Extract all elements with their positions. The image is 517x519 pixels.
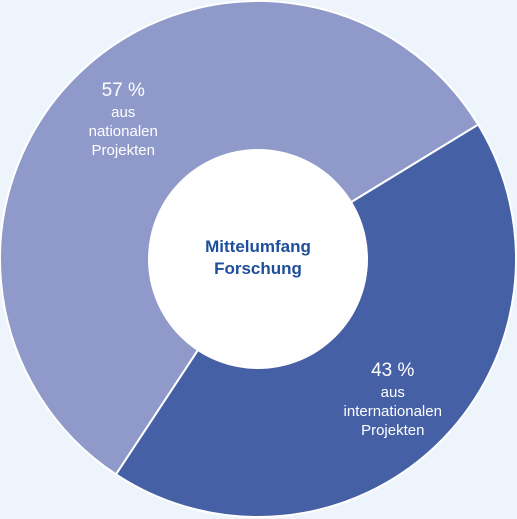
value-label: 57 % [101, 80, 145, 102]
value-label: 43 % [371, 359, 415, 381]
hole [148, 149, 368, 369]
slice-label: 43 % aus internationalen Projekten [338, 359, 448, 440]
center-label: Mittelumfang Forschung [205, 237, 311, 278]
category-label: aus internationalen Projekten [343, 383, 442, 439]
category-label: aus nationalen Projekten [88, 104, 158, 160]
slice-label: 57 % aus nationalen Projekten [83, 79, 163, 160]
